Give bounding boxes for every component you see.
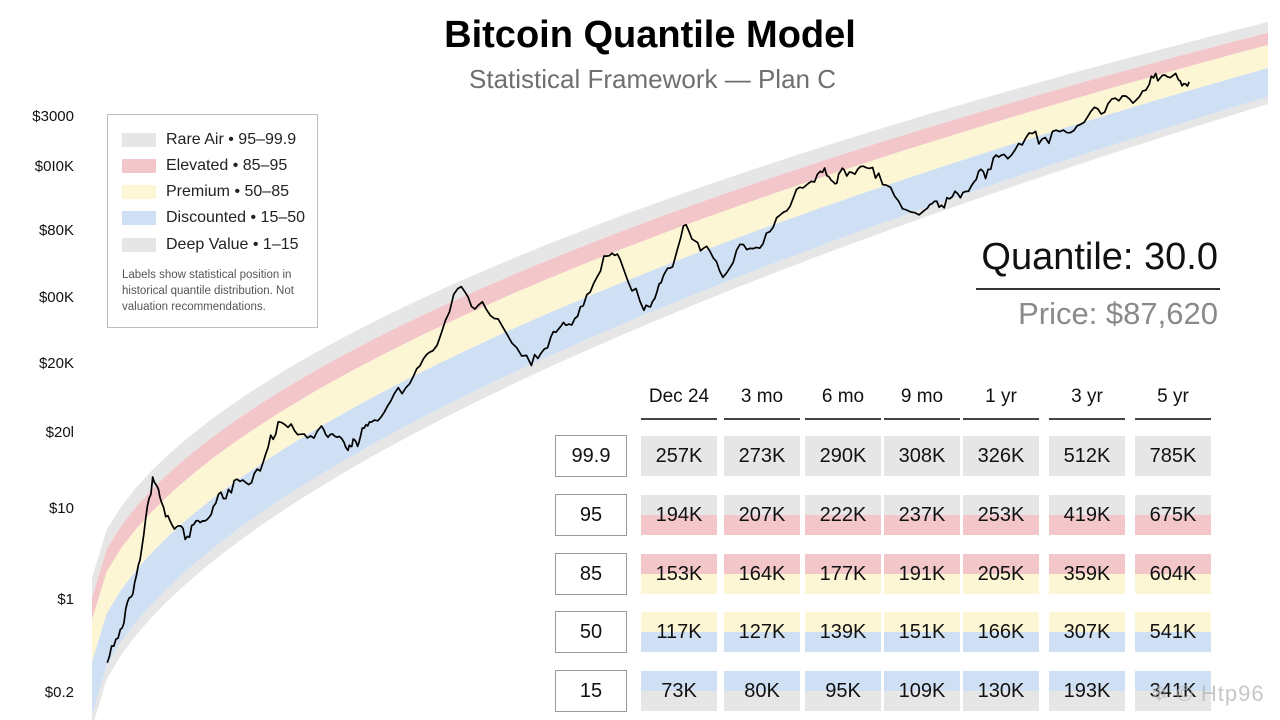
forecast-cell: 785K	[1135, 436, 1211, 476]
forecast-cell: 512K	[1049, 436, 1125, 476]
y-tick-label: $00K	[38, 289, 74, 306]
column-header: Dec 24	[641, 386, 717, 420]
forecast-cell: 359K	[1049, 554, 1125, 594]
legend-note: Labels show statistical position in hist…	[122, 269, 294, 313]
forecast-cell: 166K	[963, 612, 1039, 652]
forecast-cell: 109K	[884, 671, 960, 711]
legend-label: Elevated • 85–95	[166, 157, 288, 174]
legend-label: Deep Value • 1–15	[166, 236, 299, 253]
legend-item-premium: Premium • 50–85	[122, 183, 289, 201]
legend-swatch-elevated	[122, 159, 156, 173]
legend-label: Premium • 50–85	[166, 183, 289, 200]
forecast-cell: 604K	[1135, 554, 1211, 594]
forecast-cell: 73K	[641, 671, 717, 711]
forecast-cell: 177K	[805, 554, 881, 594]
column-header: 3 yr	[1049, 386, 1125, 420]
forecast-cell: 308K	[884, 436, 960, 476]
forecast-cell: 675K	[1135, 495, 1211, 535]
forecast-cell: 307K	[1049, 612, 1125, 652]
legend-item-discounted: Discounted • 15–50	[122, 209, 305, 227]
forecast-cell: 95K	[805, 671, 881, 711]
forecast-cell: 237K	[884, 495, 960, 535]
legend-item-deep-value: Deep Value • 1–15	[122, 236, 299, 254]
legend-swatch-deep-value	[122, 238, 156, 252]
column-header: 1 yr	[963, 386, 1039, 420]
quantile-bands	[92, 22, 1268, 720]
forecast-cell: 153K	[641, 554, 717, 594]
forecast-cell: 326K	[963, 436, 1039, 476]
forecast-cell: 222K	[805, 495, 881, 535]
forecast-cell: 80K	[724, 671, 800, 711]
legend-item-elevated: Elevated • 85–95	[122, 157, 287, 175]
quantile-row-label: 95	[555, 494, 627, 536]
y-tick-label: $1	[57, 591, 74, 608]
legend-swatch-rare-air	[122, 133, 156, 147]
forecast-cell: 164K	[724, 554, 800, 594]
forecast-cell: 419K	[1049, 495, 1125, 535]
y-tick-label: $20l	[45, 424, 74, 441]
y-tick-label: $10	[48, 500, 74, 517]
forecast-cell: 253K	[963, 495, 1039, 535]
y-tick-label: $0.2	[44, 684, 74, 701]
forecast-cell: 341K	[1135, 671, 1211, 711]
quantile-readout: Quantile: 30.0	[981, 236, 1218, 278]
forecast-cell: 191K	[884, 554, 960, 594]
legend-swatch-premium	[122, 185, 156, 199]
forecast-cell: 257K	[641, 436, 717, 476]
forecast-cell: 205K	[963, 554, 1039, 594]
forecast-cell: 151K	[884, 612, 960, 652]
legend-swatch-discounted	[122, 211, 156, 225]
price-series	[106, 72, 1190, 664]
column-header: 6 mo	[805, 386, 881, 420]
quantile-row-label: 85	[555, 553, 627, 595]
page-title: Bitcoin Quantile Model	[444, 14, 856, 56]
forecast-cell: 117K	[641, 612, 717, 652]
page-subtitle: Statistical Framework — Plan C	[469, 64, 836, 94]
forecast-cell: 139K	[805, 612, 881, 652]
y-tick-label: $3000	[32, 108, 74, 125]
column-header: 3 mo	[724, 386, 800, 420]
column-header: 5 yr	[1135, 386, 1211, 420]
forecast-cell: 273K	[724, 436, 800, 476]
legend-item-rare-air: Rare Air • 95–99.9	[122, 131, 296, 149]
price-readout: Price: $87,620	[1018, 296, 1218, 331]
legend: Rare Air • 95–99.9 Elevated • 85–95 Prem…	[107, 114, 318, 328]
forecast-cell: 193K	[1049, 671, 1125, 711]
legend-label: Discounted • 15–50	[166, 209, 306, 226]
band-discounted	[92, 67, 1268, 715]
y-tick-label: $20K	[38, 355, 74, 372]
legend-label: Rare Air • 95–99.9	[166, 131, 297, 148]
forecast-cell: 290K	[805, 436, 881, 476]
y-tick-label: $0I0K	[34, 158, 74, 175]
quantile-row-label: 15	[555, 670, 627, 712]
column-header: 9 mo	[884, 386, 960, 420]
y-tick-label: $80K	[38, 222, 74, 239]
readout-divider	[976, 288, 1220, 290]
forecast-cell: 194K	[641, 495, 717, 535]
watermark: ❄ © Htp96	[1150, 681, 1265, 706]
forecast-cell: 207K	[724, 495, 800, 535]
quantile-row-label: 50	[555, 611, 627, 653]
price-line	[106, 72, 1190, 664]
quantile-row-label: 99.9	[555, 435, 627, 477]
forecast-cell: 127K	[724, 612, 800, 652]
forecast-cell: 130K	[963, 671, 1039, 711]
forecast-cell: 541K	[1135, 612, 1211, 652]
